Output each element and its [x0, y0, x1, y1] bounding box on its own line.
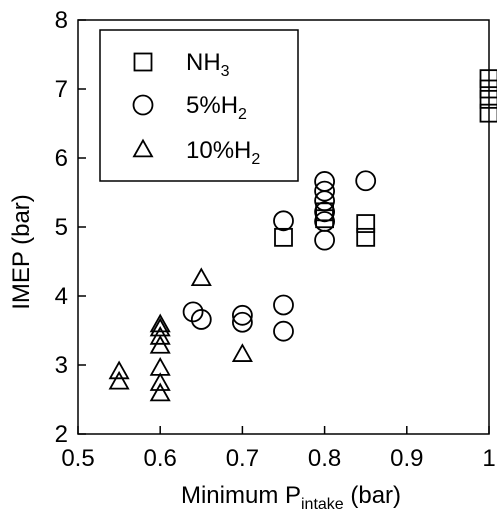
legend-marker-circle	[132, 94, 154, 116]
x-tick-label: 0.6	[144, 445, 177, 472]
x-tick-label: 1	[482, 445, 495, 472]
data-point-square	[356, 227, 376, 247]
legend-label-main: NH	[186, 49, 221, 76]
y-axis-label: IMEP (bar)	[8, 194, 35, 310]
y-tick-label: 8	[55, 7, 68, 34]
x-tick-label: 0.8	[308, 445, 341, 472]
data-point-triangle	[149, 313, 171, 333]
data-point-square	[479, 79, 497, 99]
x-axis-label: Minimum Pintake (bar)	[181, 482, 401, 513]
legend-label-sub: 3	[221, 63, 230, 80]
data-point-circle	[273, 210, 294, 232]
y-tick-label: 7	[55, 76, 68, 103]
x-tick-label: 0.9	[390, 445, 423, 472]
data-point-triangle	[149, 325, 171, 345]
data-point-square	[479, 103, 497, 123]
data-point-circle	[190, 309, 212, 330]
data-point-square	[479, 89, 497, 109]
x-axis-label-tail: (bar)	[344, 482, 401, 509]
data-point-circle	[273, 320, 294, 342]
legend-label-main: 10%H	[186, 137, 251, 164]
data-point-triangle	[190, 267, 212, 287]
data-point-triangle	[108, 360, 130, 380]
y-tick-label: 2	[55, 421, 68, 448]
legend-label-sub: 2	[251, 151, 260, 168]
data-point-circle	[273, 294, 294, 316]
legend-label-main: 5%H	[186, 92, 238, 119]
data-point-triangle	[108, 370, 130, 390]
y-tick-label: 4	[55, 283, 68, 310]
data-point-triangle	[231, 343, 253, 362]
data-point-circle	[314, 211, 336, 232]
data-point-square	[315, 202, 335, 222]
x-tick-label: 0.5	[61, 445, 94, 472]
x-tick-label: 0.7	[226, 445, 259, 472]
legend-label: 5%H2	[186, 92, 247, 123]
y-tick-label: 3	[55, 352, 68, 379]
y-tick-label: 6	[55, 145, 68, 172]
y-tick-label: 5	[55, 214, 68, 241]
data-point-triangle	[149, 372, 171, 391]
data-point-circle	[314, 229, 336, 251]
data-point-circle	[314, 171, 336, 192]
data-point-triangle	[149, 334, 171, 354]
data-point-circle	[314, 180, 336, 202]
legend-label: NH3	[186, 49, 230, 80]
legend-label-sub: 2	[238, 106, 247, 123]
data-point-circle	[355, 170, 377, 192]
data-point-circle	[231, 311, 253, 333]
data-point-square	[356, 214, 376, 233]
data-point-triangle	[149, 382, 171, 402]
data-point-square	[274, 227, 293, 247]
ticks: 0.5 0.6 0.7 0.8 0.9 1 2 3 4 5 6 7 8	[55, 7, 496, 472]
x-axis-label-main: Minimum P	[181, 482, 301, 509]
x-axis-label-sub: intake	[301, 496, 344, 513]
legend-marker-square	[133, 52, 153, 72]
legend-marker-triangle	[132, 138, 154, 158]
legend-label: 10%H2	[186, 137, 260, 168]
data-point-square	[479, 69, 497, 89]
data-point-circle	[314, 201, 336, 223]
data-points	[108, 69, 497, 402]
data-point-circle	[182, 301, 204, 323]
data-point-circle	[231, 304, 253, 326]
